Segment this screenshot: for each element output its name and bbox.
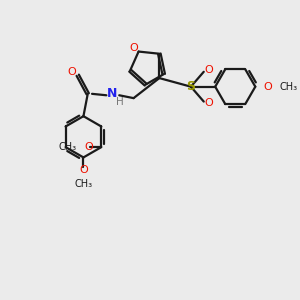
Text: O: O xyxy=(85,142,93,152)
Text: O: O xyxy=(263,82,272,92)
Text: O: O xyxy=(79,165,88,176)
Text: O: O xyxy=(68,68,76,77)
Text: N: N xyxy=(107,87,117,100)
Text: CH₃: CH₃ xyxy=(59,142,77,152)
Text: O: O xyxy=(204,65,213,75)
Text: H: H xyxy=(116,97,124,106)
Text: O: O xyxy=(129,43,138,53)
Text: O: O xyxy=(204,98,213,108)
Text: CH₃: CH₃ xyxy=(74,179,92,189)
Text: S: S xyxy=(186,80,195,93)
Text: CH₃: CH₃ xyxy=(280,82,298,92)
